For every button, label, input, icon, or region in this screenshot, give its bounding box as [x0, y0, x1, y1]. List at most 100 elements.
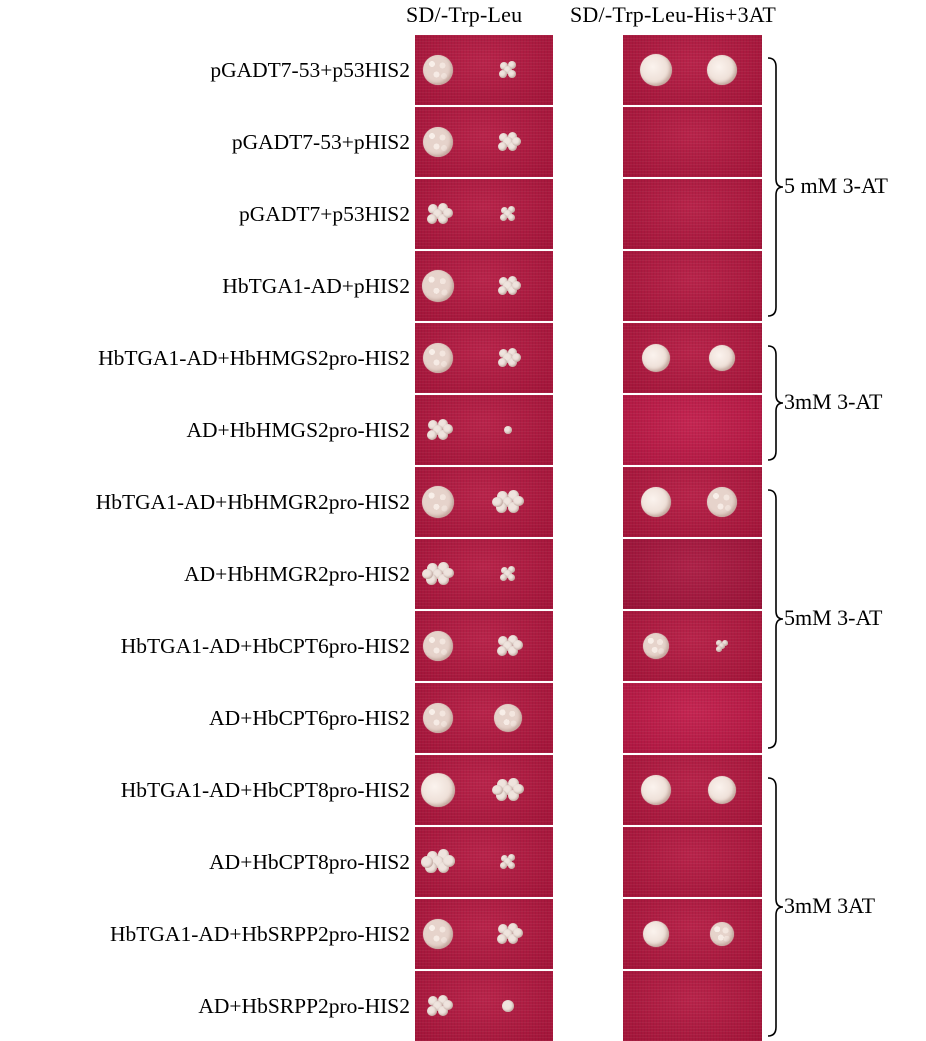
yeast-colony-cell	[503, 353, 513, 363]
yeast-colony-cell	[498, 285, 508, 295]
yeast-colony-cell	[428, 204, 439, 215]
yeast-colony-cell	[512, 352, 522, 362]
yeast-colony-cell	[437, 861, 450, 874]
yeast-colony-cell	[437, 429, 448, 440]
yeast-colony-cell	[507, 285, 517, 295]
yeast-colony-cell	[502, 640, 514, 652]
yeast-colony-cell	[425, 861, 438, 874]
yeast-colony	[708, 776, 736, 804]
plate-left	[415, 251, 553, 321]
yeast-colony-cell	[507, 501, 519, 513]
yeast-colony-cell	[502, 928, 514, 940]
column-header-left: SD/-Trp-Leu	[406, 2, 523, 27]
yeast-colony-cell	[512, 136, 522, 146]
yeast-colony	[707, 487, 737, 517]
yeast-colony-cell	[507, 276, 517, 286]
row-label: HbTGA1-AD+HbHMGS2pro-HIS2	[98, 346, 410, 370]
yeast-colony	[494, 704, 522, 732]
row-label: AD+HbSRPP2pro-HIS2	[198, 994, 410, 1018]
yeast-colony-cell	[497, 645, 508, 656]
yeast-colony-cell	[499, 213, 508, 222]
yeast-colony	[423, 127, 453, 157]
yeast-colony-cell	[503, 281, 513, 291]
row-label: pGADT7+p53HIS2	[239, 202, 410, 226]
yeast-colony-cell	[507, 933, 518, 944]
yeast-colony-cell	[504, 210, 512, 218]
row-label: HbTGA1-AD+HbSRPP2pro-HIS2	[109, 922, 410, 946]
group-brace	[767, 57, 784, 317]
plate-left	[415, 971, 553, 1041]
plate-left	[415, 539, 553, 609]
yeast-colony-cell	[507, 853, 516, 862]
row-label: HbTGA1-AD+HbCPT6pro-HIS2	[120, 634, 410, 658]
yeast-colony-cell	[492, 784, 504, 796]
plate-right	[623, 251, 762, 321]
yeast-colony	[423, 343, 453, 373]
yeast-colony-cell	[507, 635, 518, 646]
group-label: 3mM 3-AT	[784, 389, 883, 414]
yeast-colony	[423, 631, 453, 661]
yeast-colony-cell	[442, 567, 454, 579]
plate-right	[623, 611, 762, 681]
plate-left	[415, 827, 553, 897]
yeast-colony-cell	[499, 61, 509, 71]
plate-left	[415, 683, 553, 753]
yeast-colony-cell	[507, 573, 516, 582]
row-label: pGADT7-53+pHIS2	[231, 130, 410, 154]
plate-left	[415, 899, 553, 969]
plate-right	[623, 683, 762, 753]
yeast-colony	[422, 270, 454, 302]
plate-left	[415, 179, 553, 249]
yeast-colony-cell	[502, 496, 514, 508]
yeast-colony-cell	[432, 1000, 444, 1012]
yeast-colony-cell	[437, 203, 448, 214]
yeast-colony-cell	[504, 570, 512, 578]
yeast-colony-cell	[498, 141, 508, 151]
yeast-colony-cell	[422, 568, 434, 580]
yeast-colony	[643, 921, 669, 947]
yeast-colony-cell	[507, 205, 516, 214]
plate-right	[623, 971, 762, 1041]
yeast-colony	[707, 55, 737, 85]
yeast-colony-cell	[420, 856, 433, 868]
yeast-colony-cell	[512, 640, 523, 651]
yeast-colony-cell	[437, 849, 450, 862]
row-label: pGADT7-53+p53HIS2	[210, 58, 410, 82]
yeast-colony-cell	[432, 208, 444, 220]
yeast-colony-cell	[503, 137, 513, 147]
yeast-colony	[423, 55, 453, 85]
plate-right	[623, 107, 762, 177]
yeast-colony-cell	[499, 861, 508, 870]
row-label: AD+HbCPT8pro-HIS2	[209, 850, 410, 874]
plate-left	[415, 323, 553, 393]
yeast-colony-cell	[442, 208, 453, 219]
yeast-colony	[709, 345, 735, 371]
plate-left	[415, 35, 553, 105]
yeast-colony-cell	[442, 424, 453, 435]
group-label: 3mM 3AT	[784, 893, 876, 918]
yeast-colony-cell	[507, 357, 517, 367]
yeast-colony-cell	[504, 858, 512, 866]
yeast-colony-cell	[721, 639, 728, 646]
yeast-colony-cell	[512, 495, 524, 507]
yeast-colony-cell	[502, 784, 514, 796]
yeast-colony-cell	[503, 65, 513, 75]
yeast-colony-cell	[507, 778, 519, 790]
plate-right	[623, 35, 762, 105]
plate-right	[623, 539, 762, 609]
yeast-colony-cell	[507, 490, 519, 502]
yeast-colony-cell	[499, 69, 508, 79]
yeast-colony-cell	[437, 573, 449, 585]
yeast-colony-cell	[428, 420, 439, 431]
row-label: HbTGA1-AD+HbCPT8pro-HIS2	[120, 778, 410, 802]
plate-left	[415, 107, 553, 177]
yeast-colony-cell	[426, 573, 438, 585]
yeast-colony-cell	[507, 348, 517, 358]
yeast-colony-cell	[437, 1005, 448, 1016]
yeast-colony	[641, 487, 671, 517]
yeast-colony-cell	[499, 573, 508, 582]
row-label: AD+HbHMGR2pro-HIS2	[184, 562, 410, 586]
yeast-colony-cell	[432, 424, 444, 436]
plate-right	[623, 827, 762, 897]
yeast-colony-cell	[437, 562, 449, 574]
